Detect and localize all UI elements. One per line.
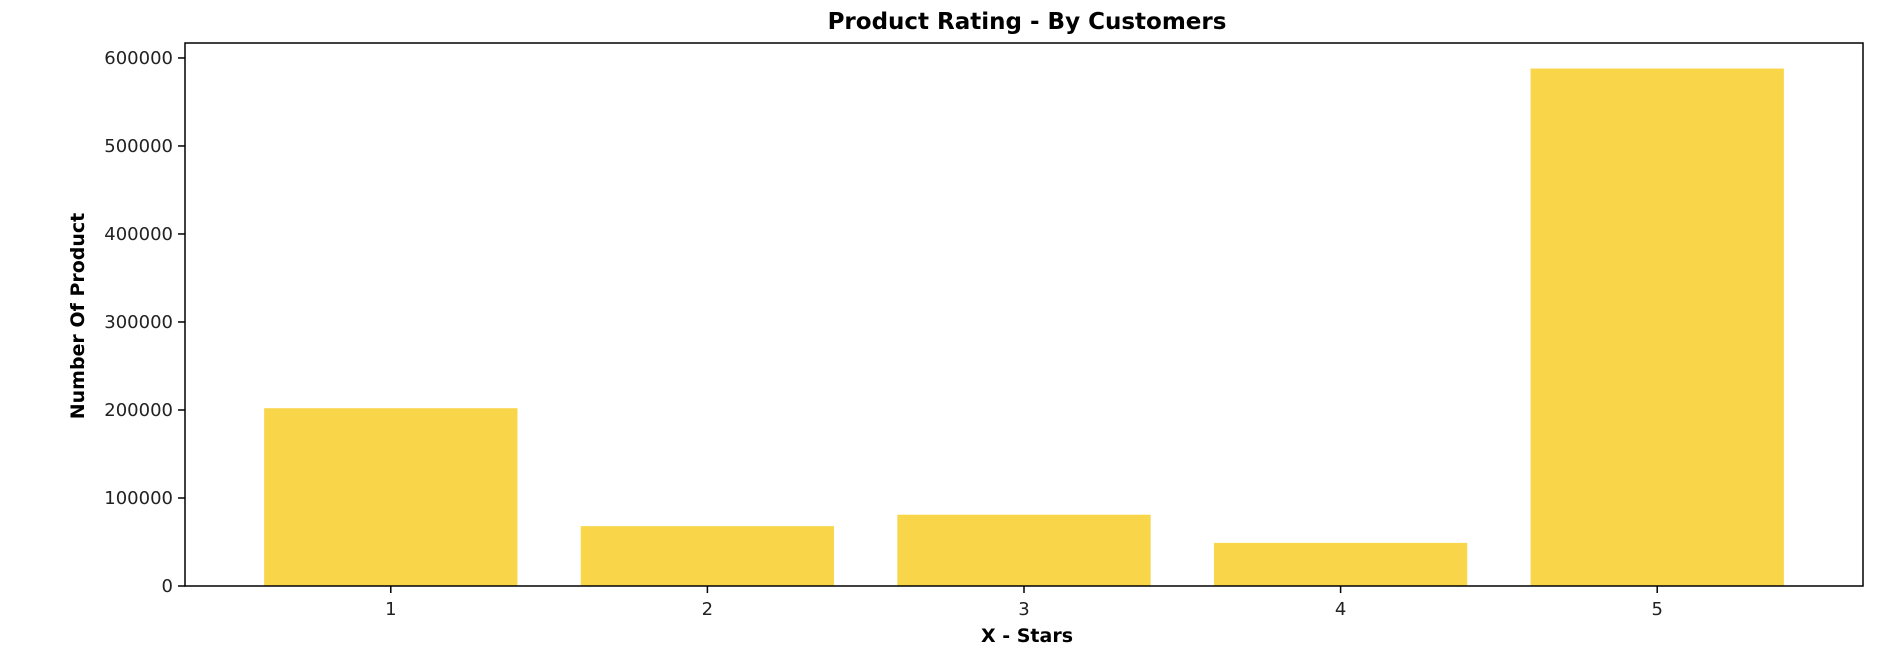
x-axis-label: X - Stars	[981, 625, 1073, 647]
y-tick-label: 200000	[104, 400, 173, 421]
x-tick-label: 2	[702, 599, 713, 620]
y-tick-label: 400000	[104, 224, 173, 245]
bar-5	[1530, 68, 1784, 587]
bar-1	[264, 408, 518, 586]
x-tick-label: 1	[385, 599, 396, 620]
bar-4	[1213, 542, 1468, 586]
bars-group	[264, 68, 1784, 587]
x-tick-label: 4	[1335, 599, 1346, 620]
y-axis-label: Number Of Product	[67, 213, 89, 420]
y-axis-ticks: 0 100000 200000 300000 400000 500000 600000	[104, 48, 185, 597]
x-tick-label: 5	[1651, 599, 1662, 620]
bar-3	[897, 514, 1151, 586]
y-tick-label: 100000	[104, 488, 173, 509]
y-tick-label: 600000	[104, 48, 173, 69]
bar-2	[580, 526, 835, 586]
y-tick-label: 300000	[104, 312, 173, 333]
chart-title: Product Rating - By Customers	[828, 9, 1227, 35]
x-axis-ticks: 1 2 3 4 5	[385, 586, 1663, 620]
y-tick-label: 500000	[104, 136, 173, 157]
y-tick-label: 0	[162, 576, 173, 597]
x-tick-label: 3	[1018, 599, 1029, 620]
